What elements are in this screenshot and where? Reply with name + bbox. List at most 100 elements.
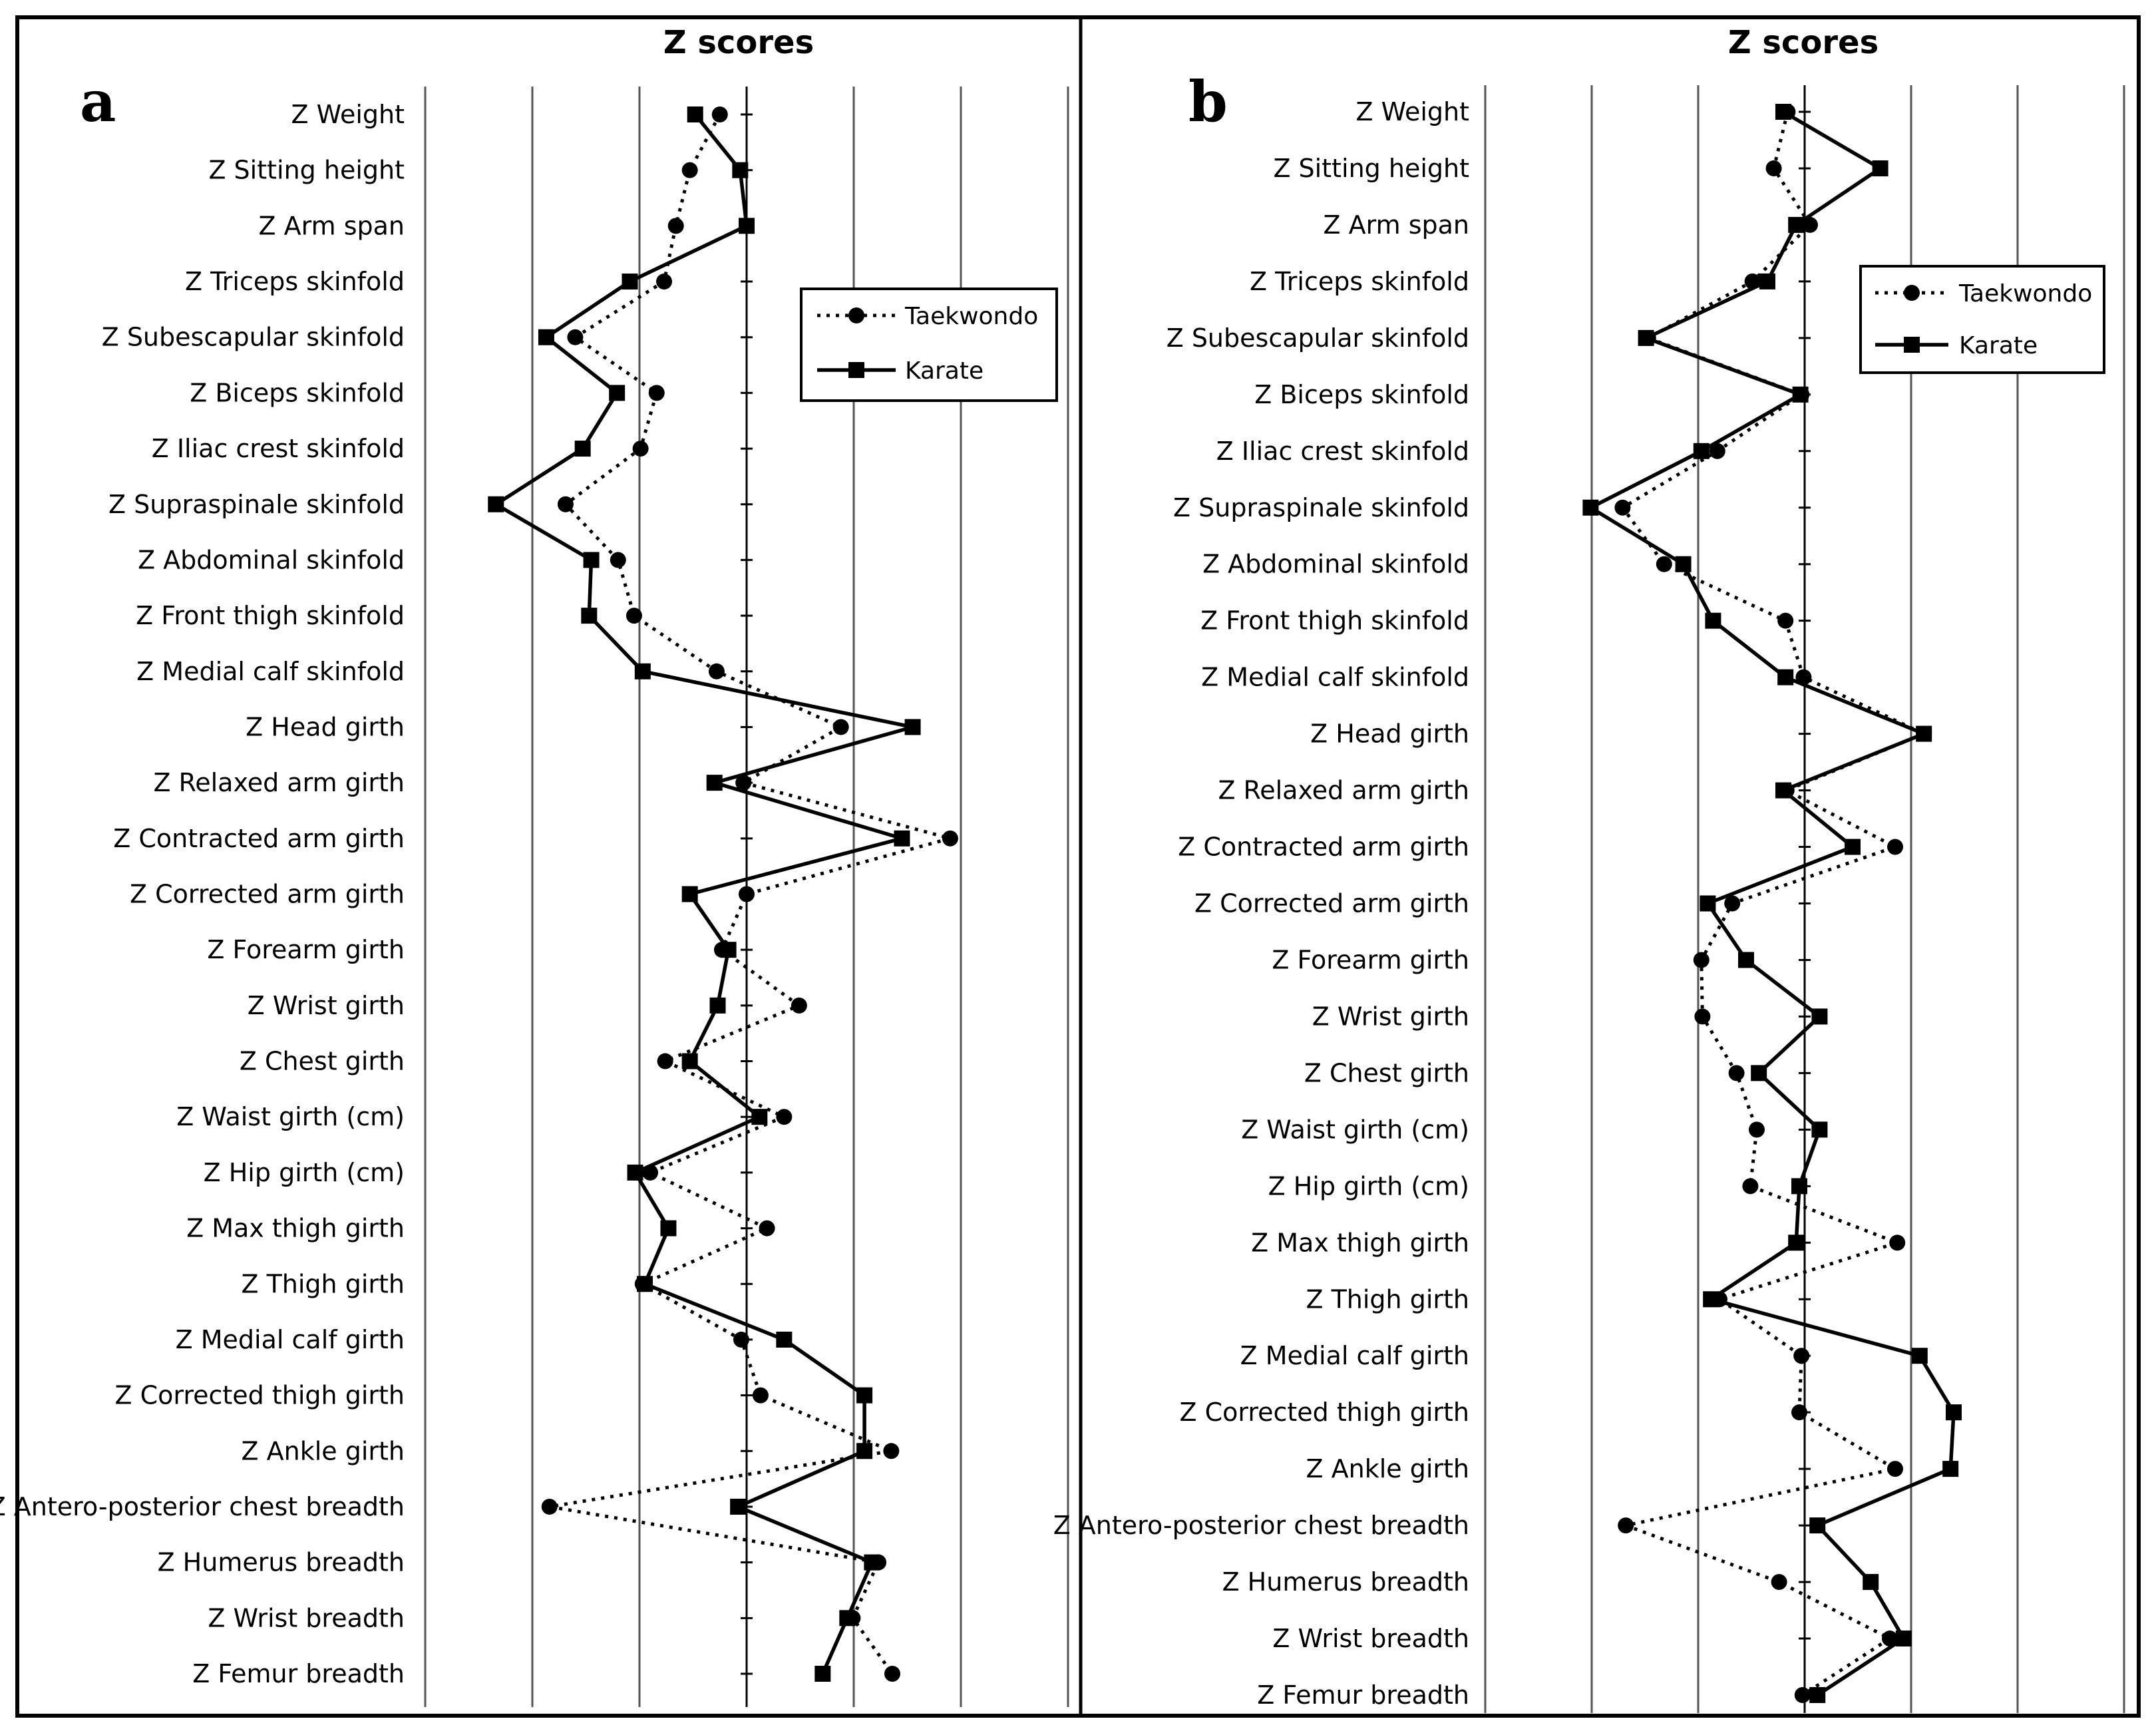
- panel-a-legend-taekwondo-marker: [848, 307, 864, 323]
- panel-a-label-z-supraspinale-skinfold: Z Supraspinale skinfold: [108, 490, 405, 519]
- panel-a-label-z-weight: Z Weight: [291, 100, 405, 129]
- panel-b-label-z-head-girth: Z Head girth: [1310, 719, 1469, 749]
- panel-a-karate-point-z-medial-calf-skinfold: [634, 663, 651, 679]
- panel-b-karate-point-z-front-thigh-skinfold: [1705, 612, 1721, 629]
- panel-a-taekwondo-point-z-weight: [711, 106, 728, 122]
- panel-a-karate-point-z-femur-breadth: [814, 1666, 831, 1682]
- panel-a-label-z-thigh-girth: Z Thigh girth: [241, 1269, 405, 1298]
- panel-b-label-z-humerus-breadth: Z Humerus breadth: [1222, 1567, 1469, 1597]
- panel-b-karate-point-z-corrected-arm-girth: [1700, 895, 1716, 912]
- panel-a-taekwondo-point-z-medial-calf-skinfold: [708, 663, 725, 679]
- panel-b-taekwondo-point-z-corrected-thigh-girth: [1791, 1404, 1807, 1421]
- panel-b-karate-point-z-wrist-breadth: [1895, 1631, 1912, 1647]
- panel-a-taekwondo-point-z-antero-posterior-chest-breadth: [541, 1498, 558, 1515]
- panel-a-karate-point-z-subescapular-skinfold: [538, 329, 554, 345]
- panel-a-label-z-humerus-breadth: Z Humerus breadth: [158, 1548, 405, 1577]
- panel-a-taekwondo-point-z-subescapular-skinfold: [567, 329, 584, 345]
- panel-b-legend-taekwondo-label: Taekwondo: [1958, 280, 2092, 307]
- panel-a-category-labels: Z Weight Z Sitting height Z Arm span Z Tric…: [0, 100, 405, 1688]
- panel-b-label-z-antero-posterior-chest-breadth: Z Antero-posterior chest breadth: [1053, 1511, 1469, 1540]
- panel-a-taekwondo-point-z-corrected-thigh-girth: [752, 1387, 769, 1404]
- panel-b-karate-point-z-sitting-height: [1872, 160, 1888, 176]
- panel-b-legend-taekwondo-marker: [1904, 285, 1920, 301]
- panel-b-label-z-max-thigh-girth: Z Max thigh girth: [1251, 1228, 1469, 1257]
- panel-b-taekwondo-point-z-humerus-breadth: [1771, 1574, 1787, 1591]
- panel-a-label-z-corrected-arm-girth: Z Corrected arm girth: [130, 880, 405, 909]
- panel-b-label-z-waist-girth-cm: Z Waist girth (cm): [1241, 1115, 1469, 1144]
- panel-b-label-z-ankle-girth: Z Ankle girth: [1306, 1454, 1470, 1483]
- panel-b-karate-point-z-hip-girth-cm: [1791, 1178, 1807, 1195]
- panel-a-legend-karate-label: Karate: [905, 357, 984, 385]
- panel-a-letter: a: [80, 69, 116, 134]
- panel-b-label-z-wrist-girth: Z Wrist girth: [1312, 1002, 1469, 1031]
- panel-b-karate-point-z-waist-girth-cm: [1811, 1121, 1828, 1138]
- panel-a-taekwondo-point-z-iliac-crest-skinfold: [632, 441, 649, 457]
- panel-b-karate-point-z-medial-calf-skinfold: [1777, 669, 1794, 685]
- panel-a-taekwondo-point-z-triceps-skinfold: [656, 274, 673, 290]
- panel-b-taekwondo-point-z-sitting-height: [1765, 160, 1782, 176]
- panel-a-karate-point-z-max-thigh-girth: [660, 1220, 677, 1237]
- panel-b-karate-point-z-ankle-girth: [1942, 1461, 1959, 1477]
- panel-b-karate-point-z-medial-calf-girth: [1911, 1348, 1928, 1364]
- panel-a-label-z-contracted-arm-girth: Z Contracted arm girth: [113, 824, 405, 853]
- panel-b-karate-point-z-biceps-skinfold: [1792, 386, 1809, 403]
- panel-b-label-z-weight: Z Weight: [1356, 97, 1470, 126]
- panel-b-label-z-corrected-arm-girth: Z Corrected arm girth: [1194, 889, 1469, 918]
- panel-a-taekwondo-point-z-max-thigh-girth: [759, 1220, 775, 1237]
- panel-a-label-z-forearm-girth: Z Forearm girth: [207, 935, 405, 964]
- panel-b-karate-point-z-iliac-crest-skinfold: [1693, 443, 1709, 459]
- panel-a-karate-series: [488, 106, 921, 1682]
- panel-a-taekwondo-point-z-front-thigh-skinfold: [626, 608, 642, 624]
- panel-a-karate-point-z-thigh-girth: [637, 1276, 653, 1292]
- panel-a-karate-point-z-contracted-arm-girth: [894, 830, 910, 847]
- panel-b-karate-point-z-antero-posterior-chest-breadth: [1809, 1517, 1826, 1534]
- panel-a-label-z-relaxed-arm-girth: Z Relaxed arm girth: [153, 768, 405, 797]
- panel-b-label-z-biceps-skinfold: Z Biceps skinfold: [1254, 380, 1469, 409]
- panel-a-karate-point-z-chest-girth: [681, 1053, 698, 1069]
- panel-b-taekwondo-point-z-contracted-arm-girth: [1887, 839, 1903, 855]
- panel-b-taekwondo-point-z-hip-girth-cm: [1742, 1178, 1759, 1195]
- panel-a-karate-point-z-wrist-girth: [709, 997, 726, 1014]
- panel-a-legend-box: [800, 288, 1058, 402]
- panel-a-label-z-front-thigh-skinfold: Z Front thigh skinfold: [136, 601, 405, 630]
- panel-b-label-z-forearm-girth: Z Forearm girth: [1272, 945, 1469, 974]
- panel-a-karate-point-z-humerus-breadth: [864, 1554, 880, 1571]
- panel-b-karate-point-z-weight: [1775, 104, 1791, 120]
- panel-b-axis-title: Z scores: [1728, 24, 1879, 61]
- panel-b-karate-point-z-arm-span: [1788, 216, 1805, 233]
- panel-b-taekwondo-point-z-front-thigh-skinfold: [1777, 612, 1794, 629]
- panel-a-taekwondo-point-z-femur-breadth: [884, 1666, 900, 1682]
- panel-a-label-z-max-thigh-girth: Z Max thigh girth: [186, 1214, 405, 1243]
- panel-b-taekwondo-point-z-supraspinale-skinfold: [1614, 499, 1631, 516]
- panel-b-legend-box: [1859, 265, 2105, 374]
- panel-b-karate-point-z-supraspinale-skinfold: [1582, 499, 1599, 516]
- panel-a-gridlines: [424, 87, 1069, 1707]
- panel-a-taekwondo-point-z-waist-girth-cm: [776, 1109, 793, 1125]
- panel-b-label-z-contracted-arm-girth: Z Contracted arm girth: [1178, 833, 1469, 862]
- panel-a-taekwondo-point-z-wrist-girth: [791, 997, 807, 1014]
- panel-a-taekwondo-point-z-relaxed-arm-girth: [735, 775, 752, 791]
- panel-b-letter: b: [1188, 69, 1228, 134]
- panel-a-label-z-corrected-thigh-girth: Z Corrected thigh girth: [115, 1381, 405, 1410]
- panel-a-karate-point-z-antero-posterior-chest-breadth: [730, 1498, 747, 1515]
- panel-a-label-z-hip-girth-cm: Z Hip girth (cm): [204, 1158, 405, 1187]
- panel-b-label-z-sitting-height: Z Sitting height: [1273, 154, 1469, 183]
- panel-a: Z scores a Z Weight Z Sitting height Z Arm…: [0, 24, 1069, 1707]
- panel-b-label-z-subescapular-skinfold: Z Subescapular skinfold: [1167, 323, 1469, 353]
- panel-b-taekwondo-point-z-wrist-girth: [1694, 1008, 1711, 1025]
- panel-b-label-z-corrected-thigh-girth: Z Corrected thigh girth: [1180, 1398, 1470, 1427]
- panel-a-label-z-waist-girth-cm: Z Waist girth (cm): [176, 1102, 405, 1131]
- panel-b-taekwondo-point-z-iliac-crest-skinfold: [1709, 443, 1725, 459]
- panel-a-karate-point-z-arm-span: [739, 218, 755, 234]
- panel-a-karate-point-z-head-girth: [904, 719, 921, 735]
- panel-b-taekwondo-point-z-forearm-girth: [1693, 952, 1709, 968]
- panel-a-karate-point-z-weight: [687, 106, 703, 122]
- panel-a-label-z-chest-girth: Z Chest girth: [240, 1047, 405, 1076]
- panel-b-taekwondo-point-z-chest-girth: [1728, 1065, 1745, 1081]
- panel-b-taekwondo-point-z-antero-posterior-chest-breadth: [1618, 1517, 1634, 1534]
- panel-a-karate-point-z-medial-calf-girth: [776, 1331, 793, 1348]
- panel-b-label-z-hip-girth-cm: Z Hip girth (cm): [1268, 1171, 1469, 1201]
- panel-a-taekwondo-point-z-supraspinale-skinfold: [557, 496, 574, 512]
- panel-a-karate-point-z-forearm-girth: [720, 942, 737, 958]
- panel-a-label-z-head-girth: Z Head girth: [246, 712, 405, 741]
